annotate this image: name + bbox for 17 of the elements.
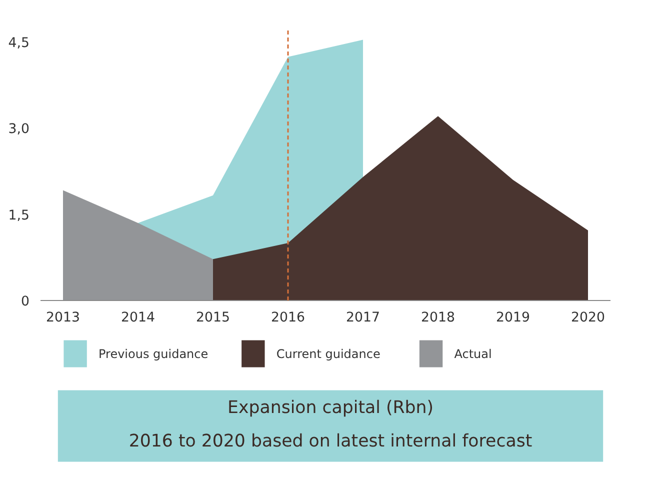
y-tick-label: 0 bbox=[21, 294, 30, 310]
x-tick-label: 2013 bbox=[46, 310, 80, 326]
legend-label: Previous guidance bbox=[98, 346, 208, 361]
legend-label: Current guidance bbox=[276, 346, 380, 361]
y-tick-label: 4,5 bbox=[8, 36, 30, 51]
x-tick-label: 2016 bbox=[271, 310, 305, 326]
x-tick-label: 2017 bbox=[346, 310, 380, 326]
legend-label: Actual bbox=[454, 346, 492, 361]
x-tick-label: 2015 bbox=[196, 310, 230, 326]
text: 2016 to 2020 based on latest internal forecast bbox=[128, 432, 532, 452]
text: Expansion capital (Rbn) bbox=[228, 398, 434, 418]
y-tick-label: 1,5 bbox=[8, 208, 30, 224]
x-tick-label: 2018 bbox=[421, 310, 455, 326]
y-tick-label: 3,0 bbox=[8, 122, 30, 138]
x-tick-label: 2019 bbox=[496, 310, 530, 326]
x-tick-label: 2020 bbox=[571, 310, 605, 326]
x-tick-label: 2014 bbox=[121, 310, 155, 326]
